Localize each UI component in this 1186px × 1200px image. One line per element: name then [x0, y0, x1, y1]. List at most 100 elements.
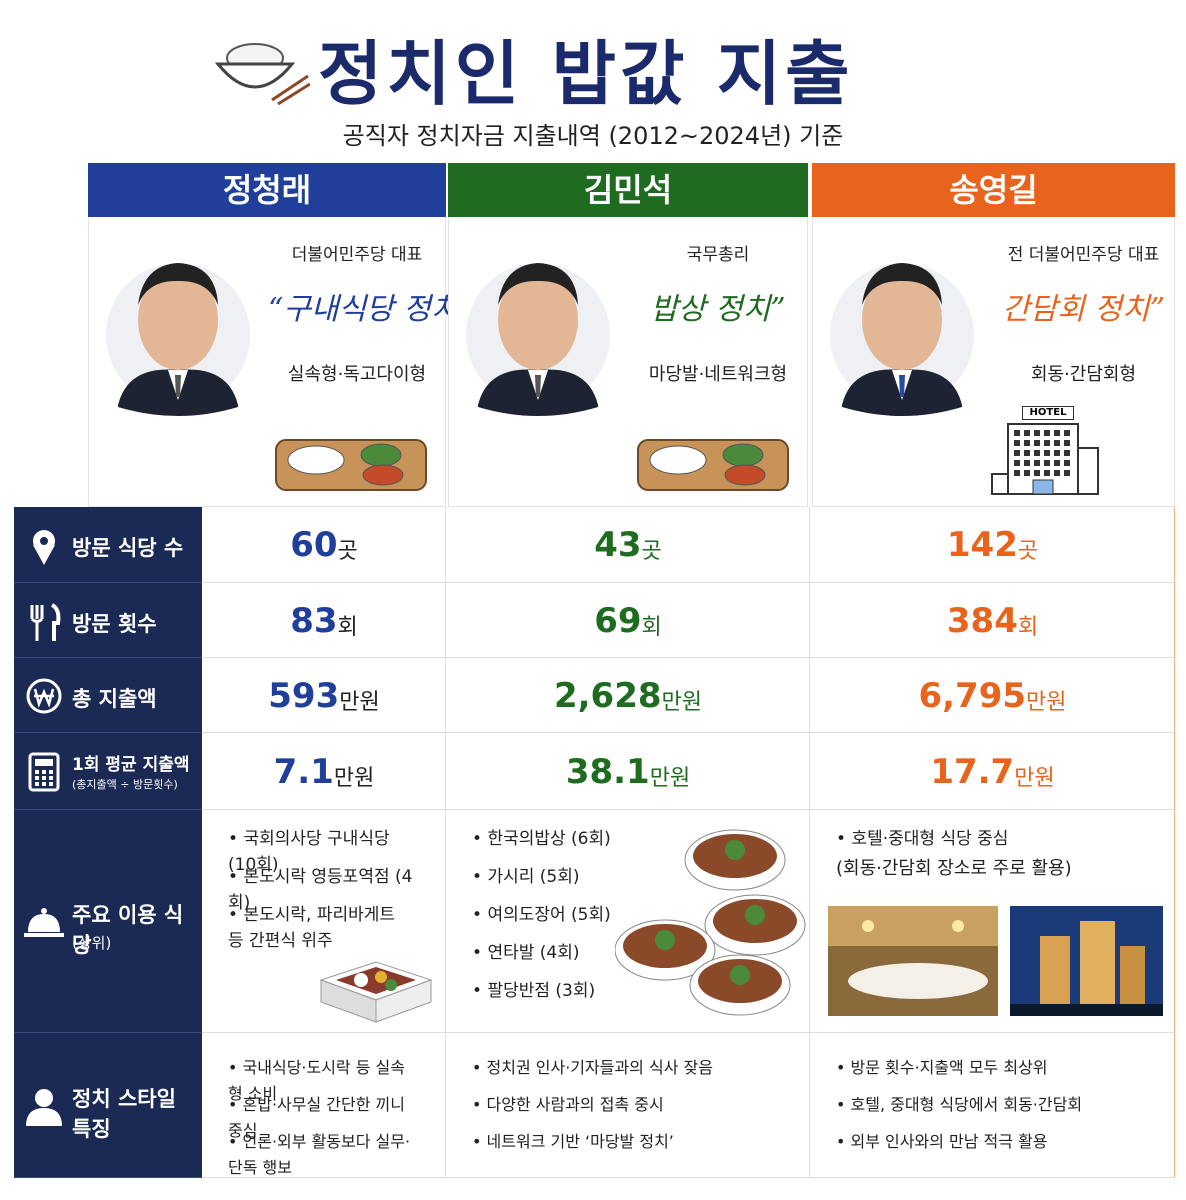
stat-unit: 만원	[1014, 765, 1055, 791]
slogan: 간담회 정치”	[1002, 292, 1165, 327]
stat-unit: 만원	[649, 765, 691, 791]
list-item: • 팔당반점 (3회)	[472, 981, 596, 1001]
data-cell	[810, 810, 1175, 1033]
row-icon	[24, 752, 64, 792]
row-label-cell: 1회 평균 지출액 (총지출액 ÷ 방문횟수)	[14, 733, 202, 810]
data-cell	[202, 733, 446, 810]
hotel-icon	[988, 408, 1113, 498]
role: 전 더불어민주당 대표	[1007, 245, 1160, 265]
stat-value: 6,795 만원	[810, 658, 1175, 733]
data-cell	[202, 658, 446, 733]
list-item: • 네트워크 기반 ‘마당발 정치’	[472, 1132, 674, 1151]
politics-type: 회동·간담회형	[1030, 364, 1137, 385]
stat-number: 60	[290, 525, 338, 565]
food-bowls-image	[614, 820, 810, 1030]
data-cell	[202, 1033, 446, 1178]
role: 국무총리	[686, 245, 750, 265]
data-cell	[202, 507, 446, 583]
list-item: • 호텔·중대형 식당 중심	[836, 829, 1009, 849]
list-item: • 호텔, 중대형 식당에서 회동·간담회	[836, 1095, 1083, 1114]
stat-unit: 만원	[333, 765, 375, 791]
data-cell	[810, 507, 1175, 583]
list-item: • 언론·외부 활동보다 실무·단독 행보	[228, 1132, 411, 1177]
stat-number: 593	[268, 675, 340, 716]
title: 정치인 밥값 지출	[318, 33, 854, 115]
stat-number: 83	[290, 600, 338, 641]
row-label-cell: 정치 스타일 특징	[14, 1033, 202, 1178]
row-icon	[24, 902, 64, 942]
stat-number: 2,628	[553, 675, 662, 716]
row-icon	[24, 676, 64, 716]
stat-value: 142 곳	[810, 507, 1175, 583]
stat-unit: 회	[641, 614, 662, 640]
politics-type: 마당발·네트워크형	[648, 364, 788, 385]
stat-number: 142	[946, 525, 1018, 565]
list-item: • 정치권 인사·기자들과의 식사 잦음	[472, 1058, 713, 1077]
list-item: • 혼밥·사무실 간단한 끼니 중심	[228, 1095, 405, 1140]
row-label-cell: 주요 이용 식당 (상위)	[14, 810, 202, 1033]
stat-unit: 만원	[1026, 689, 1067, 715]
row-label-cell: 총 지출액	[14, 658, 202, 733]
stat-unit: 회	[337, 614, 358, 640]
data-cell	[810, 1033, 1175, 1178]
portrait	[822, 225, 982, 440]
stat-value: 593 만원	[202, 658, 446, 733]
stat-unit: 곳	[641, 539, 662, 564]
stat-value: 69 회	[446, 583, 810, 658]
data-cell	[446, 733, 810, 810]
stat-value: 38.1 만원	[446, 733, 810, 810]
data-cell	[810, 658, 1175, 733]
stat-number: 6,795	[918, 675, 1027, 716]
list-note: (회동·간담회 장소로 주로 활용)	[836, 858, 1072, 879]
stat-value: 2,628 만원	[446, 658, 810, 733]
stat-unit: 곳	[1017, 539, 1039, 564]
stat-unit: 만원	[339, 689, 380, 715]
lunchbox-image	[316, 940, 436, 1025]
data-cell	[446, 507, 810, 583]
row-sublabel: (상위)	[72, 933, 112, 952]
row-icon	[24, 1086, 64, 1126]
list-item: • 외부 인사와의 만남 적극 활용	[836, 1132, 1048, 1151]
data-cell	[446, 810, 810, 1033]
row-label-cell: 방문 식당 수	[14, 507, 202, 583]
column-header: 김민석	[448, 163, 808, 217]
row-label: 정치 스타일 특징	[72, 1086, 176, 1141]
list-item: • 본도시락 영등포역점 (4회)	[228, 867, 413, 913]
row-label: 총 지출액	[72, 686, 157, 711]
data-cell	[446, 658, 810, 733]
subtitle: 공직자 정치자금 지출내역 (2012~2024년) 기준	[342, 122, 844, 150]
banquet-image	[828, 906, 998, 1016]
stat-number: 38.1	[565, 751, 650, 792]
stat-value: 17.7 만원	[810, 733, 1175, 810]
stat-number: 7.1	[273, 751, 334, 792]
stat-number: 69	[594, 600, 642, 641]
food-icon	[633, 420, 793, 500]
row-label: 방문 횟수	[72, 611, 157, 636]
role: 더불어민주당 대표	[291, 245, 423, 265]
stat-number: 384	[946, 600, 1018, 641]
portrait	[458, 225, 618, 440]
row-label-cell: 방문 횟수	[14, 583, 202, 658]
stat-number: 17.7	[930, 751, 1015, 792]
food-icon	[271, 420, 431, 500]
rice-bowl-icon	[214, 43, 310, 105]
list-item: • 여의도장어 (5회)	[472, 905, 611, 925]
stat-unit: 만원	[661, 689, 703, 715]
list-item: • 한국의밥상 (6회)	[472, 829, 611, 849]
row-sublabel: (총지출액 ÷ 방문횟수)	[72, 777, 178, 791]
row-label: 1회 평균 지출액	[72, 754, 190, 775]
list-item: • 국내식당·도시락 등 실속형 소비	[228, 1058, 405, 1103]
data-cell	[446, 1033, 810, 1178]
data-cell	[202, 810, 446, 1033]
stat-unit: 곳	[337, 539, 358, 564]
stat-value: 83 회	[202, 583, 446, 658]
list-item: • 국회의사당 구내식당 (10회)	[228, 829, 390, 875]
hotel-night-image	[1010, 906, 1163, 1016]
stat-value: 384 회	[810, 583, 1175, 658]
stat-value: 60 곳	[202, 507, 446, 583]
column-header: 송영길	[812, 163, 1175, 217]
list-item: • 가시리 (5회)	[472, 867, 580, 887]
list-item: • 방문 횟수·지출액 모두 최상위	[836, 1058, 1048, 1077]
slogan: “구내식당 정치”	[268, 292, 474, 327]
